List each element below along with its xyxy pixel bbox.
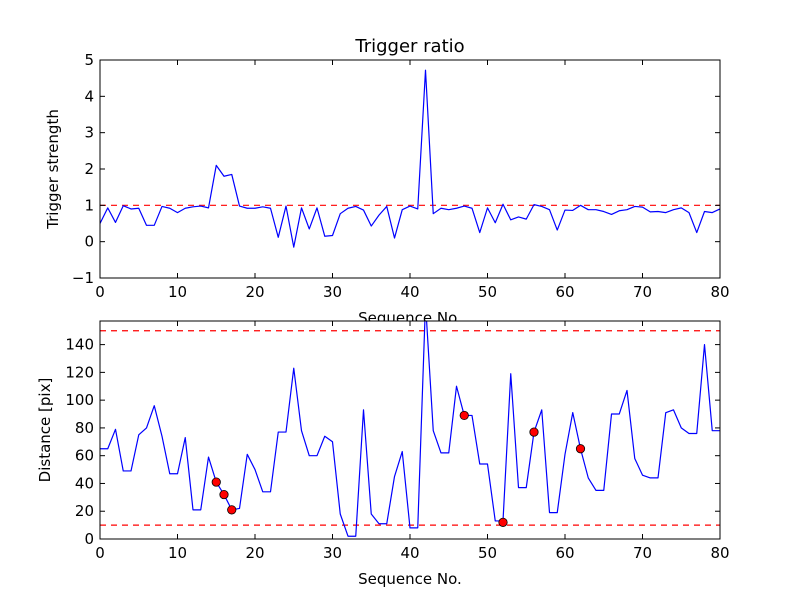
bottom-x-tick-label-1: 10 <box>168 544 187 562</box>
bottom-marker-point-0 <box>211 477 221 487</box>
bottom-marker-point-5 <box>529 427 539 437</box>
top-plot-frame <box>99 59 721 279</box>
top-x-tick-label-0: 0 <box>95 283 105 301</box>
bottom-x-tick-label-6: 60 <box>555 544 574 562</box>
top-x-tick-label-1: 10 <box>168 283 187 301</box>
bottom-x-tick-label-5: 50 <box>478 544 497 562</box>
top-y-tick-label-2: 1 <box>84 196 94 214</box>
bottom-y-tick-label-7: 140 <box>65 336 94 354</box>
bottom-marker-point-2 <box>227 505 237 515</box>
bottom-x-tick-label-3: 30 <box>323 544 342 562</box>
bottom-y-tick-label-0: 0 <box>84 530 94 548</box>
bottom-y-tick-label-3: 60 <box>75 447 94 465</box>
distance-chart: 0 10 20 30 40 50 60 70 80 0 20 40 60 80 100 120 140 Sequ… <box>36 320 730 588</box>
bottom-x-tick-label-2: 20 <box>245 544 264 562</box>
top-series-line-0 <box>100 69 720 248</box>
top-y-tick-label-6: 5 <box>84 51 94 69</box>
bottom-x-tick-label-7: 70 <box>633 544 652 562</box>
bottom-x-tick-label-4: 40 <box>400 544 419 562</box>
bottom-y-tick-label-2: 40 <box>75 474 94 492</box>
bottom-marker-point-3 <box>459 410 469 421</box>
top-series-group <box>100 69 720 248</box>
top-plot-background <box>100 60 720 278</box>
top-y-tick-label-4: 3 <box>84 124 94 142</box>
top-chart-title: Trigger ratio <box>354 36 464 57</box>
bottom-plot-background <box>100 321 720 539</box>
bottom-ticks: 0 10 20 30 40 50 60 70 80 0 20 40 60 80 100 120 140 <box>65 321 730 562</box>
bottom-x-tick-label-0: 0 <box>95 544 105 562</box>
bottom-x-axis-label: Sequence No. <box>358 570 462 588</box>
top-y-axis-label: Trigger strength <box>44 109 62 230</box>
top-y-tick-label-0: −1 <box>72 269 94 287</box>
top-x-tick-label-7: 70 <box>633 283 652 301</box>
bottom-series-line-0 <box>100 321 720 537</box>
top-x-tick-label-4: 40 <box>400 283 419 301</box>
bottom-marker-point-4 <box>498 517 508 527</box>
bottom-y-tick-label-4: 80 <box>75 419 94 437</box>
bottom-markers-group <box>211 410 586 527</box>
bottom-y-tick-label-6: 120 <box>65 363 94 381</box>
bottom-x-tick-label-8: 80 <box>710 544 729 562</box>
top-y-tick-label-1: 0 <box>84 233 94 251</box>
top-y-tick-label-5: 4 <box>84 87 94 105</box>
top-x-tick-label-6: 60 <box>555 283 574 301</box>
bottom-y-tick-label-5: 100 <box>65 391 94 409</box>
bottom-marker-point-1 <box>219 489 229 500</box>
top-x-tick-label-5: 50 <box>478 283 497 301</box>
top-x-tick-label-2: 20 <box>245 283 264 301</box>
bottom-series-group <box>100 321 720 537</box>
bottom-plot-frame <box>99 320 721 540</box>
top-x-tick-label-3: 30 <box>323 283 342 301</box>
bottom-y-axis-label: Distance [pix] <box>36 378 54 483</box>
bottom-marker-point-6 <box>575 444 586 454</box>
top-x-tick-label-8: 80 <box>710 283 729 301</box>
bottom-y-tick-label-1: 20 <box>75 502 94 520</box>
top-y-tick-label-3: 2 <box>84 160 94 178</box>
